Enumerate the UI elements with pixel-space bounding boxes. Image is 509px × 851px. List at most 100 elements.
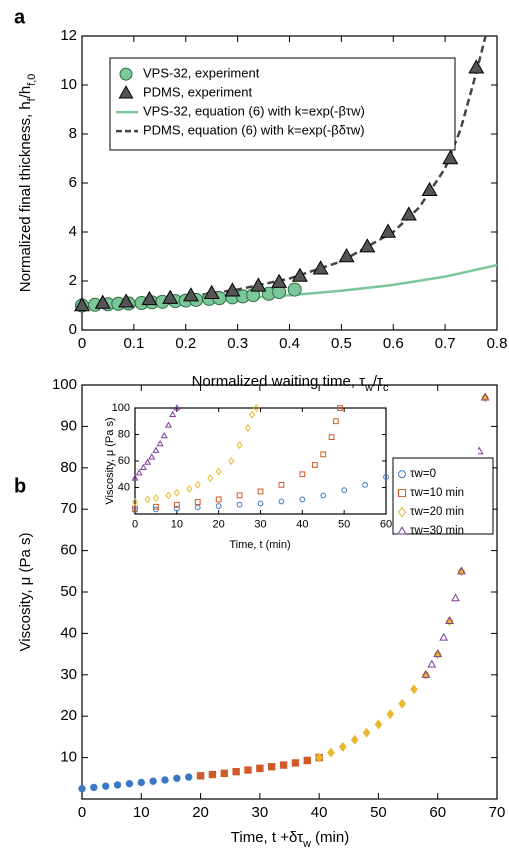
data-point	[173, 488, 180, 497]
data-point	[141, 290, 158, 306]
data-point	[257, 500, 264, 507]
data-point	[421, 670, 431, 678]
data-point	[215, 467, 222, 476]
data-point	[257, 488, 264, 495]
data-point	[118, 293, 135, 308]
data-point	[73, 297, 91, 312]
axis-label: Normalized final thickness, hf/hf,0	[17, 74, 38, 292]
data-point	[359, 238, 376, 253]
data-point	[249, 410, 256, 419]
data-point	[196, 772, 205, 780]
axis-label-subscript: c	[383, 382, 389, 394]
y-tick-label: 12	[60, 27, 77, 44]
data-point	[386, 709, 395, 720]
legend-box	[109, 57, 456, 151]
data-point	[337, 405, 343, 411]
data-point	[287, 282, 302, 297]
data-point	[253, 404, 260, 412]
legend-marker	[398, 470, 406, 479]
data-point	[132, 505, 138, 512]
legend-marker	[398, 489, 406, 498]
data-point	[328, 434, 335, 441]
data-point	[186, 484, 193, 493]
data-point	[236, 441, 243, 450]
axis-label: Normalized waiting time, τw/τc	[192, 373, 389, 394]
x-tick-label: 10	[171, 518, 183, 530]
data-point	[315, 752, 323, 763]
data-point	[271, 273, 288, 288]
legend-marker	[118, 85, 134, 99]
x-tick-label: 40	[311, 804, 328, 821]
axis-label-part: Normalized waiting time, τ	[192, 373, 366, 390]
y-tick-label: 50	[60, 583, 77, 600]
data-point	[332, 418, 339, 425]
data-point	[380, 223, 397, 238]
y-tick-label: 20	[60, 707, 77, 724]
y-tick-label: 100	[112, 402, 130, 414]
panel-label: a	[14, 6, 26, 28]
data-point	[480, 392, 490, 401]
data-point	[433, 649, 443, 658]
x-tick-label: 10	[133, 804, 150, 821]
axis-label-subscript: w	[364, 382, 373, 394]
x-tick-label: 0.1	[123, 335, 144, 352]
data-point	[338, 248, 355, 263]
y-tick-label: 10	[60, 749, 77, 766]
data-point	[398, 698, 406, 709]
axis-label-part: Time, t +δτ	[231, 829, 303, 846]
x-tick-label: 0.2	[175, 335, 196, 352]
y-tick-label: 40	[60, 624, 77, 641]
axis-label-part: Normalized final thickness, h	[17, 101, 34, 292]
axis-label-subscript: f	[26, 97, 38, 101]
data-point	[320, 451, 327, 458]
data-point	[102, 782, 110, 790]
data-point	[362, 481, 368, 488]
data-point	[442, 150, 459, 165]
data-point	[278, 481, 285, 488]
x-tick-label: 50	[370, 804, 387, 821]
y-tick-label: 90	[60, 417, 77, 434]
legend-marker	[119, 67, 133, 81]
data-point	[148, 453, 156, 460]
y-tick-label: 10	[60, 76, 77, 93]
y-tick-label: 100	[52, 376, 77, 393]
data-point	[400, 206, 417, 221]
data-point	[207, 474, 214, 483]
data-point	[299, 496, 306, 503]
data-point	[374, 719, 383, 730]
x-tick-label: 0	[78, 335, 86, 352]
axis-label-part: /τ	[373, 373, 383, 390]
data-point	[339, 741, 347, 752]
data-point	[232, 767, 240, 776]
data-point	[208, 770, 217, 779]
data-point	[113, 781, 122, 789]
axis-label: Viscosity, μ (Pa s)	[17, 533, 34, 652]
data-point	[131, 474, 139, 481]
data-point	[90, 783, 98, 792]
data-point	[224, 282, 241, 297]
data-point	[153, 503, 159, 510]
data-point	[94, 294, 111, 309]
data-point	[185, 773, 193, 781]
data-point	[152, 446, 160, 453]
y-tick-label: 60	[60, 542, 77, 559]
data-point	[144, 458, 152, 465]
legend-label: τw=30 min	[410, 525, 464, 537]
x-tick-label: 0.8	[487, 335, 508, 352]
data-point	[327, 747, 335, 758]
data-point	[228, 457, 235, 465]
x-tick-label: 20	[192, 804, 209, 821]
data-point	[203, 284, 220, 299]
axis-label: Viscosity, μ (Pa s)	[104, 417, 116, 504]
axis-label-subscript: w	[302, 838, 311, 850]
axis-label-part: Viscosity, μ (Pa s)	[17, 533, 34, 652]
data-point	[152, 494, 159, 503]
data-point	[350, 734, 359, 745]
data-point	[173, 501, 180, 508]
x-tick-label: 30	[254, 518, 266, 530]
y-tick-label: 0	[69, 321, 77, 338]
x-tick-label: 0	[132, 518, 138, 530]
x-tick-label: 0.7	[435, 335, 456, 352]
data-point	[236, 492, 243, 499]
